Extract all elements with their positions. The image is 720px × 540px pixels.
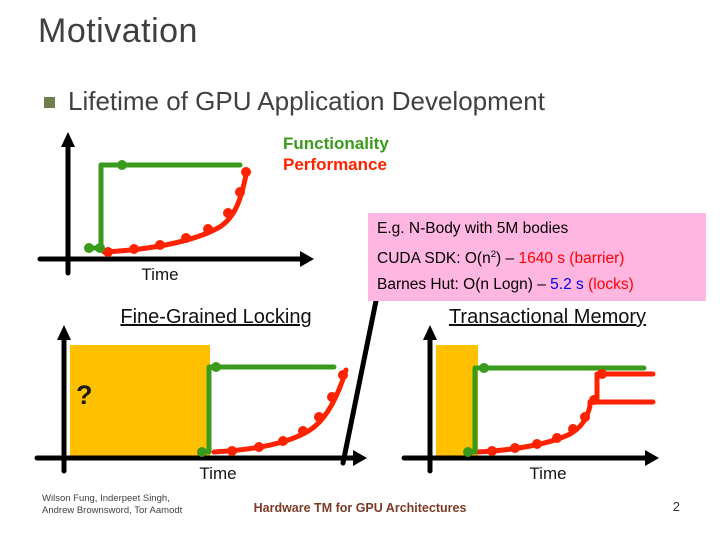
note-line-1: E.g. N-Body with 5M bodies xyxy=(377,220,569,237)
chart-legend: Functionality Performance xyxy=(283,133,389,175)
functionality-points xyxy=(197,362,221,457)
diagonal-divider-line xyxy=(340,293,380,466)
y-axis-arrow-icon xyxy=(423,325,437,340)
legend-functionality: Functionality xyxy=(283,134,389,153)
performance-curve-step xyxy=(594,371,656,405)
performance-points xyxy=(227,370,348,456)
footer-authors-line1: Wilson Fung, Inderpeet Singh, xyxy=(42,493,170,504)
question-mark-annotation: ? xyxy=(76,380,93,410)
top-chart-x-label: Time xyxy=(141,265,179,284)
legend-performance: Performance xyxy=(283,155,387,174)
footer-title: Hardware TM for GPU Architectures xyxy=(253,501,467,515)
transactional-memory-chart xyxy=(401,325,659,474)
example-note-box: E.g. N-Body with 5M bodies CUDA SDK: O(n… xyxy=(368,213,706,302)
left-chart-x-label: Time xyxy=(199,464,237,483)
performance-points xyxy=(103,167,251,257)
y-axis-arrow-icon xyxy=(61,132,75,147)
slide-page-number: 2 xyxy=(672,499,680,514)
functionality-curve xyxy=(85,162,243,251)
performance-curve xyxy=(211,367,349,455)
wasted-time-region xyxy=(70,345,210,456)
functionality-curve xyxy=(197,364,337,455)
footer-authors-line2: Andrew Brownsword, Tor Aamodt xyxy=(42,504,183,516)
note-line-2: CUDA SDK: O(n2) – 1640 s (barrier) xyxy=(377,249,625,268)
functionality-points xyxy=(84,160,127,253)
functionality-performance-chart xyxy=(37,132,314,276)
right-chart-x-label: Time xyxy=(529,464,567,483)
slide-title: Motivation xyxy=(38,12,198,50)
fine-grained-locking-chart xyxy=(34,325,367,474)
functionality-points xyxy=(463,363,489,457)
note-line-3: Barnes Hut: O(n Logn) – 5.2 s (locks) xyxy=(377,276,634,294)
x-axis-arrow-icon xyxy=(353,450,367,466)
bullet-text: Lifetime of GPU Application Development xyxy=(68,86,545,116)
bullet-item: Lifetime of GPU Application Development xyxy=(44,86,684,117)
x-axis-arrow-icon xyxy=(645,450,659,466)
right-chart-heading: Transactional Memory xyxy=(448,306,647,328)
performance-points xyxy=(487,369,607,456)
wasted-time-region xyxy=(436,345,478,456)
footer-authors: Wilson Fung, Inderpeet Singh, Andrew Bro… xyxy=(42,493,182,516)
x-axis-arrow-icon xyxy=(300,251,314,267)
y-axis-arrow-icon xyxy=(57,325,71,340)
performance-curve xyxy=(475,399,656,455)
bullet-square-icon xyxy=(44,97,55,108)
left-chart-heading: Fine-Grained Locking xyxy=(120,306,312,328)
